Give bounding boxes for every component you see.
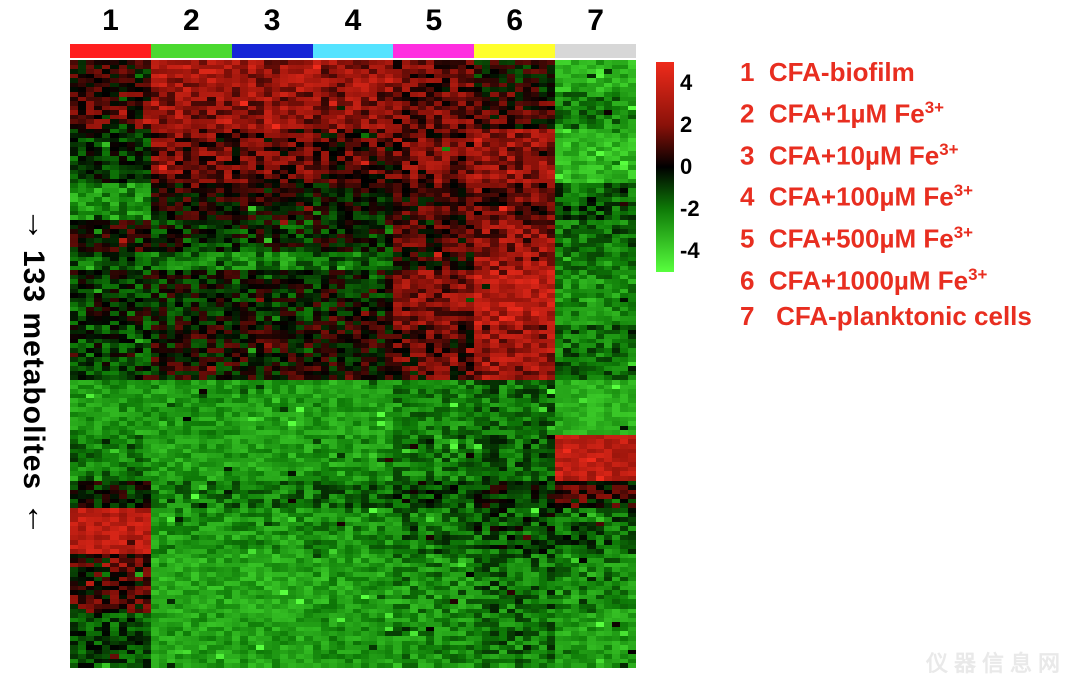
colorscale-bar [656,62,674,272]
colorscale-tick: 2 [680,114,692,136]
colorscale-tick: -2 [680,198,700,220]
watermark: 仪器信息网 [926,646,1066,678]
legend-row-1: 1 CFA-biofilm [740,54,1032,90]
col-group-swatch-2 [151,44,232,58]
y-axis-text: 133 metabolites [16,250,50,490]
y-axis-label: ↓ 133 metabolites ↑ [8,80,58,660]
legend-row-6: 6 CFA+1000µM Fe3+ [740,257,1032,299]
arrow-down-icon: ↓ [25,206,42,240]
col-group-num-1: 1 [70,4,151,38]
col-group-swatch-3 [232,44,313,58]
colorscale-tick: 4 [680,72,692,94]
col-group-num-4: 4 [313,4,394,38]
legend-row-4: 4 CFA+100µM Fe3+ [740,173,1032,215]
col-group-swatch-5 [393,44,474,58]
col-group-num-3: 3 [232,4,313,38]
col-group-swatch-7 [555,44,636,58]
col-group-swatch-6 [474,44,555,58]
legend-row-2: 2 CFA+1µM Fe3+ [740,90,1032,132]
colorscale-tick: -4 [680,240,700,262]
legend-row-5: 5 CFA+500µM Fe3+ [740,215,1032,257]
legend-row-7: 7 CFA-planktonic cells [740,298,1032,334]
col-group-swatch-4 [313,44,394,58]
arrow-up-icon: ↑ [25,500,42,534]
col-group-swatch-1 [70,44,151,58]
colorscale-tick: 0 [680,156,692,178]
legend: 1 CFA-biofilm2 CFA+1µM Fe3+3 CFA+10µM Fe… [740,54,1032,334]
col-group-num-5: 5 [393,4,474,38]
column-group-colorbar [70,44,636,58]
heatmap [70,60,636,668]
legend-row-3: 3 CFA+10µM Fe3+ [740,132,1032,174]
col-group-num-7: 7 [555,4,636,38]
col-group-num-2: 2 [151,4,232,38]
column-group-numbers: 1234567 [70,4,636,38]
col-group-num-6: 6 [474,4,555,38]
